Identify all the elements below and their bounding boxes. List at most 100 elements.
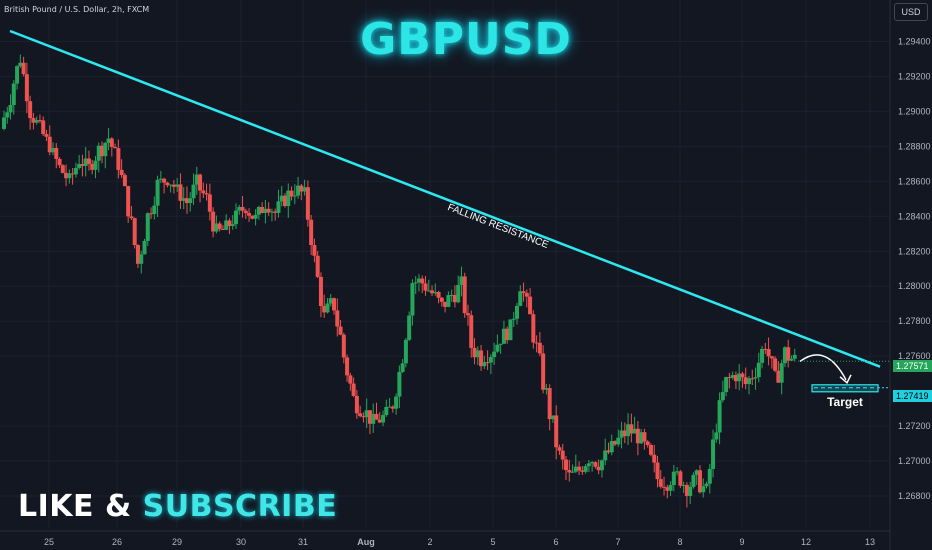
candle-body <box>21 62 26 75</box>
candle-body <box>73 168 78 175</box>
candle-body <box>335 310 340 327</box>
candle-body <box>792 354 797 359</box>
candle-body <box>260 206 265 213</box>
candle-body <box>224 220 229 230</box>
candle-body <box>717 400 722 433</box>
y-tick-label: 1.28400 <box>898 211 931 221</box>
candle-body <box>498 343 503 345</box>
candle-body <box>93 160 98 170</box>
candle-body <box>622 430 627 437</box>
candle-body <box>129 216 134 219</box>
candle-body <box>521 291 526 294</box>
candle-body <box>256 206 261 215</box>
candle-body <box>599 460 604 471</box>
candle-body <box>374 413 379 420</box>
candle-body <box>361 416 366 418</box>
candle-body <box>371 413 376 424</box>
candle-body <box>269 211 274 213</box>
candle-body <box>377 419 382 423</box>
x-tick-label: 5 <box>490 537 495 547</box>
candle-body <box>511 318 516 320</box>
candle-body <box>465 313 470 316</box>
candle-body <box>769 356 774 359</box>
candle-body <box>488 357 493 363</box>
candle-body <box>420 278 425 284</box>
candle-body <box>296 185 301 196</box>
candle-body <box>730 375 735 378</box>
cta-ampersand: & <box>104 489 132 524</box>
candle-body <box>505 328 510 341</box>
y-tick-label: 1.29000 <box>898 106 931 116</box>
target-price-label: 1.27419 <box>893 390 932 402</box>
candle-body <box>727 377 732 379</box>
candle-body <box>397 371 402 397</box>
y-tick-label: 1.29200 <box>898 71 931 81</box>
candle-body <box>165 182 170 186</box>
y-tick-label: 1.28600 <box>898 176 931 186</box>
candle-body <box>547 388 552 420</box>
candle-body <box>524 293 529 297</box>
candle-body <box>51 147 56 153</box>
projection-arrow <box>799 354 847 381</box>
candle-body <box>746 378 751 385</box>
x-tick-label: 6 <box>553 537 558 547</box>
candle-body <box>273 211 278 213</box>
candle-body <box>720 392 725 401</box>
candle-body <box>583 466 588 472</box>
candle-body <box>358 413 363 417</box>
candle-body <box>77 164 82 169</box>
candle-body <box>459 276 464 285</box>
candle-body <box>194 174 199 185</box>
candle-body <box>90 163 95 170</box>
candle-body <box>479 350 484 367</box>
candle-body <box>472 347 477 358</box>
candle-body <box>67 173 72 179</box>
candle-body <box>596 466 601 471</box>
candle-body <box>266 208 271 213</box>
y-tick-label: 1.28000 <box>898 281 931 291</box>
falling-resistance-trendline: FALLING RESISTANCE <box>9 29 881 368</box>
candle-body <box>276 201 281 213</box>
candle-body <box>753 377 758 379</box>
candle-body <box>28 101 33 119</box>
candle-body <box>629 424 634 434</box>
target-label: Target <box>827 395 863 409</box>
candle-body <box>122 175 127 187</box>
candle-body <box>24 74 29 102</box>
candle-body <box>96 145 101 161</box>
candle-body <box>407 315 412 340</box>
candle-body <box>364 410 369 418</box>
candle-body <box>178 184 183 201</box>
candle-body <box>191 184 196 199</box>
candle-body <box>681 484 686 486</box>
candle-body <box>227 220 232 227</box>
candle-body <box>230 224 235 227</box>
candle-body <box>586 463 591 467</box>
candle-body <box>354 395 359 414</box>
x-tick-label: 25 <box>44 537 54 547</box>
candle-body <box>678 471 683 486</box>
candle-body <box>145 213 150 241</box>
candle-body <box>449 295 454 297</box>
candle-body <box>204 193 209 195</box>
candle-body <box>560 450 565 460</box>
candle-body <box>446 295 451 307</box>
candle-body <box>119 169 124 176</box>
candle-body <box>616 437 621 445</box>
currency-button[interactable]: USD <box>894 3 928 21</box>
chart-grid <box>0 0 890 528</box>
candle-body <box>162 178 167 183</box>
candle-body <box>286 190 291 207</box>
candle-body <box>740 373 745 378</box>
candle-body <box>109 138 114 147</box>
trendline <box>9 29 881 368</box>
candle-body <box>44 134 49 137</box>
candle-body <box>240 207 245 211</box>
candle-body <box>541 353 546 390</box>
x-tick-label: 9 <box>739 537 744 547</box>
candle-body <box>100 145 105 157</box>
candle-body <box>665 487 670 491</box>
x-tick-label: Aug <box>357 537 375 547</box>
y-tick-label: 1.27800 <box>898 316 931 326</box>
